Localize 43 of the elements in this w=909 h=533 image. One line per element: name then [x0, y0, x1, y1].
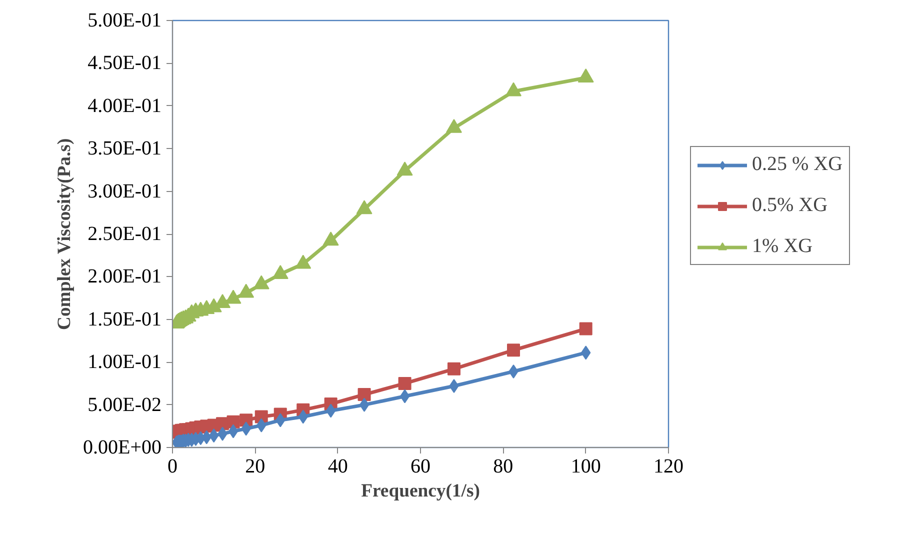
- y-tick-label: 0.00E+00: [83, 436, 162, 458]
- point: [447, 362, 460, 376]
- point: [506, 82, 522, 96]
- point: [228, 424, 238, 438]
- point: [326, 404, 336, 418]
- point: [253, 275, 270, 290]
- y-tick-label: 4.00E-01: [88, 94, 162, 117]
- point: [322, 232, 339, 246]
- point: [398, 376, 412, 390]
- x-tick-label: 20: [245, 456, 266, 478]
- x-tick-label: 40: [328, 456, 348, 478]
- y-tick-label: 5.00E-01: [88, 10, 162, 32]
- point: [578, 68, 594, 83]
- x-tick-label: 100: [570, 456, 601, 478]
- legend-label: 0.25 % XG: [752, 153, 843, 176]
- x-tick-label: 120: [654, 456, 684, 478]
- y-tick-label: 1.50E-01: [88, 308, 162, 330]
- point: [446, 118, 462, 133]
- point: [238, 284, 254, 298]
- y-tick-label: 3.00E-01: [88, 180, 162, 202]
- y-tick-label: 2.00E-01: [88, 266, 162, 288]
- y-tick-label: 2.50E-01: [88, 223, 162, 245]
- x-axis-title: Frequency(1/s): [361, 480, 480, 502]
- point: [356, 200, 372, 214]
- point: [579, 322, 592, 336]
- point: [396, 162, 413, 176]
- y-axis-title: Complex Viscosity(Pa.s): [54, 138, 76, 330]
- y-tick-label: 5.00E-02: [88, 394, 162, 416]
- x-tick-label: 80: [493, 456, 514, 478]
- point: [400, 389, 410, 404]
- y-tick-label: 4.50E-01: [88, 52, 162, 74]
- y-tick-label: 1.00E-01: [88, 351, 162, 374]
- legend-label: 0.5% XG: [752, 194, 828, 217]
- point: [507, 344, 520, 357]
- point: [358, 388, 371, 402]
- point: [295, 254, 312, 269]
- x-tick-label: 0: [168, 456, 178, 478]
- y-tick-label: 3.50E-01: [88, 138, 162, 160]
- x-tick-label: 60: [410, 456, 430, 478]
- point: [225, 290, 242, 304]
- legend-label: 1% XG: [752, 235, 813, 258]
- point: [272, 264, 288, 279]
- point: [359, 398, 370, 412]
